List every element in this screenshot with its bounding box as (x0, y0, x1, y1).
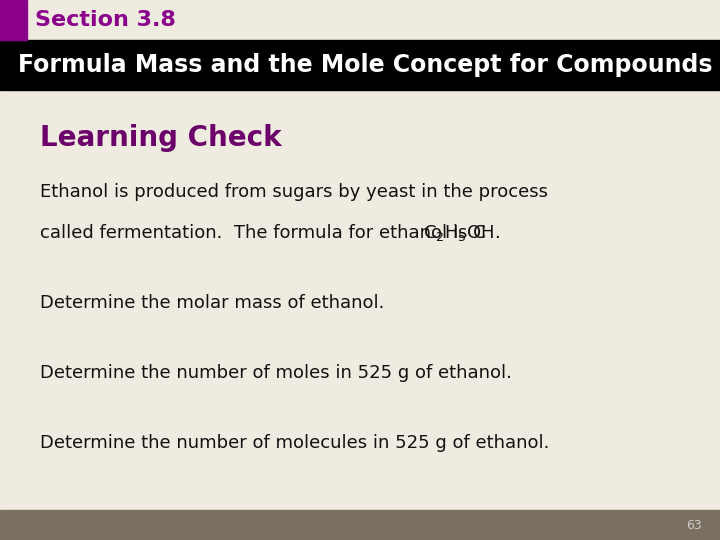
Text: 63: 63 (686, 518, 702, 532)
Bar (0, 40, 720, 90)
Text: Section 3.8: Section 3.8 (35, 10, 176, 30)
Text: Determine the number of moles in 525 g of ethanol.: Determine the number of moles in 525 g o… (40, 364, 511, 382)
Bar (0, 0, 720, 40)
Text: $\mathregular{C_2H_5OH.}$: $\mathregular{C_2H_5OH.}$ (423, 222, 500, 243)
Bar (0, 510, 720, 540)
Bar (0, 0, 27, 40)
Text: Formula Mass and the Mole Concept for Compounds: Formula Mass and the Mole Concept for Co… (18, 53, 713, 77)
Text: called fermentation.  The formula for ethanol is C: called fermentation. The formula for eth… (40, 224, 485, 242)
Text: Determine the number of molecules in 525 g of ethanol.: Determine the number of molecules in 525… (40, 434, 549, 453)
Text: Ethanol is produced from sugars by yeast in the process: Ethanol is produced from sugars by yeast… (40, 183, 548, 201)
Text: Learning Check: Learning Check (40, 124, 282, 152)
Text: Determine the molar mass of ethanol.: Determine the molar mass of ethanol. (40, 294, 384, 312)
